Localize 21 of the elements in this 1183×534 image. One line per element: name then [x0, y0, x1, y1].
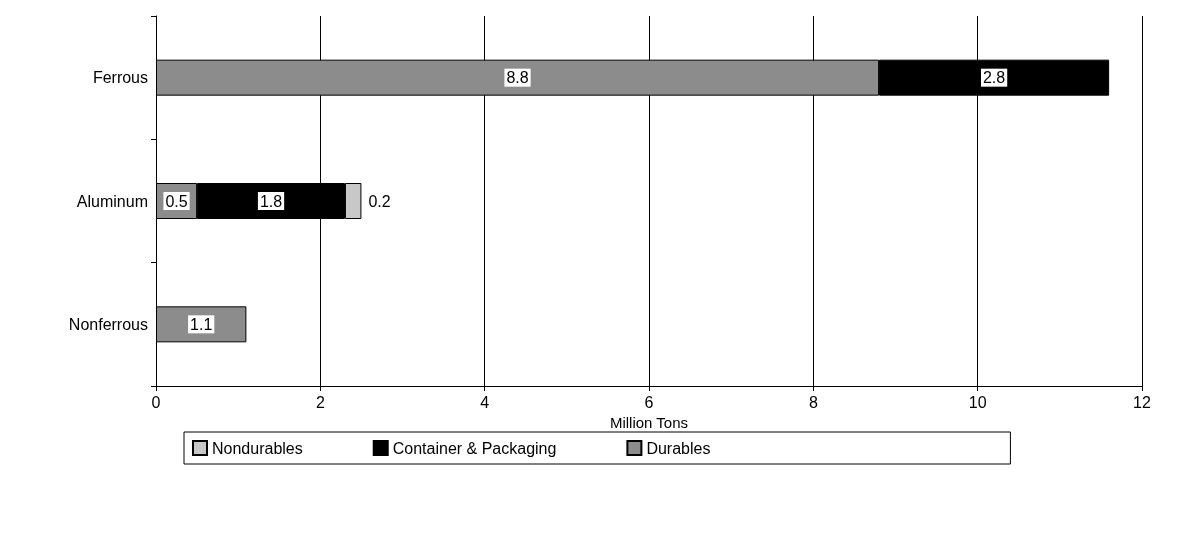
legend-label: Durables — [646, 439, 711, 457]
legend-label: Nondurables — [212, 439, 303, 457]
y-tick-label: Nonferrous — [68, 315, 148, 333]
data-label: 8.8 — [506, 69, 529, 87]
x-tick-label: 4 — [480, 393, 490, 411]
data-label: 1.8 — [259, 192, 283, 210]
x-tick-label: 0 — [151, 393, 161, 411]
x-tick-label: 12 — [1133, 393, 1151, 411]
legend-label: Container & Packaging — [392, 439, 557, 457]
x-tick-label: 6 — [644, 393, 654, 411]
bar — [156, 306, 247, 343]
data-label: 0.2 — [368, 192, 391, 210]
x-tick-label: 10 — [968, 393, 987, 411]
y-tick-label: Aluminum — [76, 192, 148, 210]
x-tick-label: 2 — [315, 393, 325, 411]
y-tick-label: Ferrous — [92, 69, 148, 87]
data-label: 2.8 — [982, 69, 1006, 87]
data-label: 0.5 — [165, 192, 188, 210]
data-label: 1.1 — [190, 315, 213, 333]
x-tick-label: 8 — [808, 393, 818, 411]
x-axis-title: Million Tons — [609, 413, 689, 431]
